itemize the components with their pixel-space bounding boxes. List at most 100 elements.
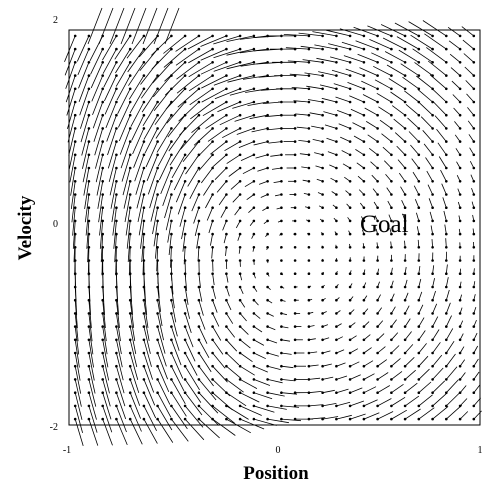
field-arrow-head	[225, 153, 228, 157]
field-arrow-head	[335, 206, 338, 209]
field-arrow-shaft	[473, 371, 480, 380]
field-arrow-head	[307, 232, 311, 236]
field-arrow-shaft	[410, 144, 420, 156]
field-arrow-head	[170, 127, 173, 130]
field-arrow-head	[390, 166, 393, 170]
field-arrow-head	[211, 391, 214, 395]
field-arrow-head	[348, 312, 352, 315]
field-arrow-shaft	[232, 101, 255, 109]
y-axis-label: Velocity	[15, 195, 36, 260]
field-arrow-shaft	[238, 141, 255, 148]
field-arrow-head	[376, 87, 379, 91]
field-arrow-head	[115, 153, 118, 157]
field-arrow-head	[211, 100, 214, 104]
field-arrow-shaft	[201, 88, 227, 103]
field-arrow-head	[376, 206, 379, 209]
field-arrow-head	[293, 364, 297, 368]
field-arrow-head	[225, 312, 228, 315]
field-arrow-shaft	[422, 130, 433, 142]
field-arrow-head	[156, 87, 159, 91]
field-arrow-shaft	[422, 20, 447, 37]
field-arrow-head	[252, 87, 256, 91]
field-arrow-head	[293, 127, 297, 130]
field-arrow-shaft	[198, 392, 219, 414]
field-arrow-shaft	[304, 72, 323, 76]
field-arrow-shaft	[322, 389, 335, 394]
plot-frame	[68, 29, 481, 426]
field-arrow-shaft	[74, 379, 82, 407]
field-arrow-head	[362, 193, 366, 196]
field-arrow-shaft	[214, 88, 241, 100]
field-arrow-head	[266, 325, 269, 328]
field-arrow-shaft	[281, 365, 294, 369]
field-arrow-shaft	[212, 326, 222, 341]
field-arrow-shaft	[198, 352, 212, 373]
field-arrow-shaft	[88, 392, 97, 420]
field-arrow-shaft	[129, 392, 141, 419]
field-arrow-head	[335, 285, 338, 289]
field-arrow-shaft	[124, 194, 131, 223]
field-arrow-head	[238, 100, 242, 104]
field-arrow-head	[142, 338, 146, 342]
field-arrow-shaft	[198, 326, 208, 344]
field-arrow-head	[431, 246, 434, 249]
field-arrow-shaft	[425, 157, 433, 169]
field-arrow-shaft	[349, 95, 365, 103]
field-arrow-shaft	[377, 398, 392, 407]
field-arrow-head	[348, 74, 352, 77]
field-arrow-shaft	[184, 405, 204, 428]
field-arrow-head	[252, 100, 256, 104]
field-arrow-head	[293, 246, 297, 249]
field-arrow-shaft	[173, 167, 186, 191]
field-arrow-shaft	[198, 339, 210, 358]
field-arrow-head	[390, 140, 393, 143]
field-arrow-head	[431, 259, 434, 262]
field-arrow-head	[266, 153, 269, 157]
field-arrow-head	[376, 232, 379, 236]
field-arrow-shaft	[451, 80, 461, 90]
field-arrow-head	[87, 417, 91, 421]
field-arrow-head	[472, 206, 476, 209]
field-arrow-shaft	[239, 418, 265, 430]
field-arrow-shaft	[74, 405, 83, 434]
field-arrow-head	[87, 127, 91, 130]
field-arrow-shaft	[131, 115, 145, 141]
field-arrow-head	[472, 391, 476, 395]
field-arrow-head	[321, 219, 324, 223]
field-arrow-head	[87, 364, 91, 368]
field-arrow-head	[156, 113, 159, 117]
field-arrow-shaft	[314, 44, 337, 50]
field-arrow-head	[211, 74, 214, 77]
field-arrow-head	[128, 351, 132, 355]
field-arrow-shaft	[230, 180, 241, 190]
field-arrow-head	[390, 127, 393, 130]
field-arrow-head	[266, 404, 269, 408]
field-arrow-shaft	[450, 67, 461, 76]
field-arrow-shaft	[157, 379, 171, 405]
field-arrow-head	[225, 378, 228, 381]
field-arrow-shaft	[438, 156, 447, 169]
field-arrow-shaft	[281, 379, 296, 382]
field-arrow-shaft	[180, 128, 200, 150]
field-arrow-shaft	[120, 141, 131, 169]
field-arrow-head	[225, 325, 228, 328]
field-arrow-head	[170, 166, 173, 170]
field-arrow-head	[197, 180, 201, 183]
field-arrow-head	[183, 364, 187, 368]
field-arrow-head	[458, 34, 462, 38]
field-arrow-shaft	[328, 43, 351, 50]
field-arrow-head	[170, 312, 173, 315]
field-arrow-shaft	[98, 194, 104, 223]
field-arrow-shaft	[296, 126, 309, 129]
field-arrow-shaft	[102, 418, 113, 446]
field-arrow-shaft	[377, 385, 391, 394]
field-arrow-head	[170, 364, 173, 368]
field-arrow-head	[335, 338, 338, 342]
field-arrow-head	[335, 219, 338, 223]
field-arrow-head	[335, 298, 338, 302]
field-arrow-shaft	[321, 97, 337, 103]
field-arrow-head	[362, 61, 366, 64]
field-arrow-head	[458, 325, 462, 328]
field-arrow-shaft	[226, 154, 241, 164]
field-arrow-shaft	[68, 141, 76, 170]
